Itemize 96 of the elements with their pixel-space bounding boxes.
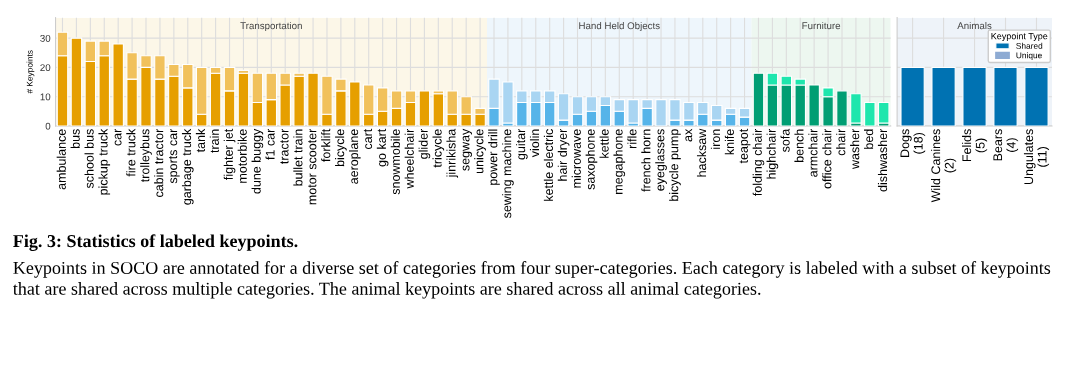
x-tick-label: jinrikisha bbox=[446, 128, 459, 178]
bar bbox=[864, 101, 876, 126]
bar bbox=[502, 81, 514, 124]
x-tick-label: kettle electric bbox=[543, 129, 554, 201]
bar bbox=[877, 101, 890, 124]
x-tick-label: motorbike bbox=[237, 129, 247, 183]
x-tick-label: ax bbox=[685, 128, 693, 142]
x-tick-label: Ungulates (11) bbox=[1023, 129, 1050, 185]
x-tick-label: sofa bbox=[780, 128, 790, 153]
bar bbox=[752, 72, 765, 126]
x-tick-label: teapot bbox=[739, 128, 751, 164]
x-tick-label: french horn bbox=[641, 129, 651, 192]
x-tick-label: sports car bbox=[169, 128, 180, 184]
x-tick-label: dishwasher bbox=[877, 128, 888, 192]
x-tick-label: bicycle pump bbox=[669, 129, 681, 201]
x-tick-label: microwave bbox=[571, 129, 581, 188]
x-tick-label: cabin tractor bbox=[154, 128, 164, 197]
x-tick-label: rifle bbox=[627, 129, 637, 149]
bar bbox=[70, 37, 83, 126]
bar bbox=[349, 81, 361, 126]
x-tick-label: knife bbox=[724, 129, 734, 155]
bar bbox=[627, 99, 639, 124]
y-tick-label: 20 bbox=[40, 64, 51, 72]
y-tick-label: 0 bbox=[45, 122, 51, 130]
x-tick-label: megaphone bbox=[613, 129, 626, 194]
x-tick-label: hacksaw bbox=[696, 128, 707, 177]
band-label: Transportation bbox=[240, 22, 302, 32]
text: Keypoints in SOCO are annotated for a diverse set of categories from four super-categories. Each category is labeled with a subset of keypoints that are shared across multiple categories. The animal keypoints are shared across all animal categories. bbox=[12, 261, 1051, 299]
x-tick-label: saxophone bbox=[585, 129, 598, 190]
x-tick-label: wheelchair bbox=[404, 128, 414, 189]
x-tick-label: fighter jet bbox=[223, 128, 236, 180]
x-tick-label: fire truck bbox=[126, 128, 136, 177]
x-tick-label: highchair bbox=[766, 128, 779, 179]
bar bbox=[293, 75, 305, 126]
x-tick-label: guitar bbox=[516, 128, 528, 160]
x-tick-label: bicycle bbox=[335, 129, 347, 167]
x-tick-label: tricycle bbox=[432, 129, 445, 168]
x-tick-label: sewing machine bbox=[502, 129, 514, 219]
x-tick-label: f1 car bbox=[265, 128, 275, 160]
legend-label: Shared bbox=[1016, 42, 1043, 49]
x-tick-label: Wild Canines (2) bbox=[931, 129, 957, 203]
x-tick-label: aeroplane bbox=[348, 129, 361, 184]
x-tick-label: tank bbox=[195, 128, 206, 153]
bar bbox=[418, 90, 431, 126]
x-tick-label: go kart bbox=[376, 128, 389, 167]
band-label: Animals bbox=[957, 22, 992, 30]
x-tick-label: trolleybus bbox=[140, 129, 152, 183]
y-tick-label: 30 bbox=[40, 34, 51, 42]
x-tick-label: unicycle bbox=[474, 129, 486, 174]
x-tick-label: bed bbox=[864, 129, 874, 149]
x-tick-label: washer bbox=[850, 128, 860, 170]
y-tick-label: 10 bbox=[40, 93, 51, 101]
bar bbox=[808, 84, 820, 126]
x-tick-label: dune buggy bbox=[251, 128, 264, 194]
x-tick-label: cart bbox=[363, 128, 373, 150]
x-tick-label: bench bbox=[794, 129, 804, 162]
x-tick-label: office chair bbox=[822, 128, 832, 189]
bar bbox=[307, 72, 319, 126]
x-tick-label: school bus bbox=[84, 129, 94, 189]
legend-title: Keypoint Type bbox=[991, 32, 1048, 42]
bar bbox=[112, 43, 124, 126]
x-tick-label: motor scooter bbox=[308, 128, 317, 205]
y-axis-title: # Keypoints bbox=[26, 50, 35, 94]
x-tick-label: glider bbox=[418, 128, 431, 159]
x-tick-label: violin bbox=[529, 129, 540, 158]
x-tick-label: iron bbox=[710, 129, 721, 149]
x-tick-label: bullet train bbox=[293, 129, 303, 186]
band-label: Furniture bbox=[802, 22, 841, 30]
x-tick-label: car bbox=[114, 128, 122, 146]
x-tick-label: armchair bbox=[808, 128, 818, 177]
x-tick-label: kettle bbox=[599, 129, 609, 158]
bar bbox=[655, 99, 667, 126]
bar bbox=[237, 72, 250, 126]
legend-label: Unique bbox=[1016, 52, 1042, 60]
x-tick-label: eyeglasses bbox=[655, 129, 667, 191]
x-tick-label: train bbox=[209, 129, 219, 153]
x-tick-label: bus bbox=[70, 129, 80, 149]
bar bbox=[836, 90, 848, 126]
x-tick-label: ambulance bbox=[56, 129, 66, 190]
x-tick-label: Dogs (18) bbox=[900, 129, 926, 157]
x-tick-label: Felids (5) bbox=[961, 129, 988, 162]
x-tick-label: segway bbox=[462, 128, 472, 171]
band-label: Hand Held Objects bbox=[579, 22, 660, 32]
x-tick-label: chair bbox=[836, 128, 846, 156]
x-tick-label: power drill bbox=[488, 129, 500, 185]
x-tick-label: pickup truck bbox=[98, 128, 111, 195]
x-tick-label: Bears (4) bbox=[993, 129, 1019, 161]
bar bbox=[850, 93, 862, 124]
x-tick-label: garbage truck bbox=[181, 128, 194, 205]
caption: Fig. 3: Statistics of labeled keypoints. bbox=[13, 234, 298, 251]
x-tick-label: forklift bbox=[321, 128, 331, 162]
x-tick-label: snowmobile bbox=[390, 129, 400, 195]
x-tick-label: hair dryer bbox=[557, 128, 570, 181]
x-tick-label: folding chair bbox=[752, 128, 765, 196]
bar bbox=[432, 93, 445, 126]
x-tick-label: tractor bbox=[280, 128, 289, 164]
